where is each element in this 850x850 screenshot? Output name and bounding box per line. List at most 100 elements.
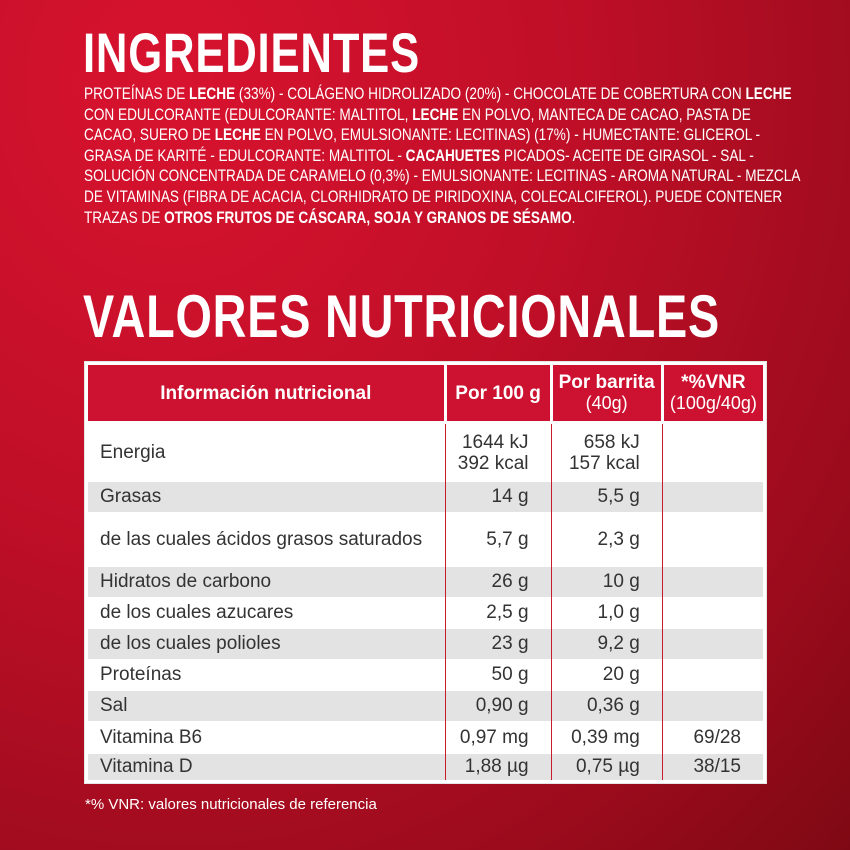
value-line: 0,75 µg bbox=[575, 756, 640, 778]
allergen: OTROS FRUTOS DE CÁSCARA, SOJA Y GRANOS D… bbox=[164, 207, 572, 227]
nutrient-value: 5,7 g bbox=[444, 511, 552, 567]
table-row: de los cuales azucares 2,5 g 1,0 g bbox=[86, 596, 766, 629]
nutrient-value: 2,3 g bbox=[550, 511, 663, 567]
nutrient-name: de los cuales azucares bbox=[86, 596, 446, 629]
vnr-value bbox=[661, 690, 766, 721]
value-line: 658 kJ bbox=[583, 431, 640, 453]
column-header: Por 100 g bbox=[443, 362, 553, 424]
value-line: 1,88 µg bbox=[464, 756, 529, 778]
nutrient-name: Vitamina D bbox=[86, 753, 446, 782]
column-header: Información nutricional bbox=[85, 362, 447, 424]
allergen: LECHE bbox=[745, 84, 792, 103]
ingredient-text: EN POLVO, MANTECA DE CACAO, PASTA DE CAC… bbox=[84, 104, 751, 145]
vnr-value bbox=[661, 422, 766, 482]
table-row: Vitamina D 1,88 µg 0,75 µg 38/15 bbox=[86, 753, 766, 782]
nutrient-name: Grasas bbox=[86, 481, 446, 512]
value-line: 2,5 g bbox=[486, 602, 529, 623]
table-row: Grasas 14 g 5,5 g bbox=[86, 481, 766, 512]
value-line: 14 g bbox=[491, 486, 529, 507]
column-header: *%VNR (100g/40g) bbox=[660, 362, 767, 424]
header-title: Por barrita bbox=[558, 372, 655, 393]
nutrient-value: 20 g bbox=[550, 658, 663, 691]
vnr-value bbox=[661, 628, 766, 659]
nutrient-value: 26 g bbox=[444, 566, 552, 597]
value-line: 0,97 mg bbox=[459, 726, 529, 748]
value-line: 5,7 g bbox=[486, 528, 529, 550]
nutrient-value: 0,75 µg bbox=[550, 753, 663, 782]
vnr-value: 38/15 bbox=[661, 753, 766, 782]
nutrition-table: Información nutricional Por 100 g Por barr… bbox=[84, 361, 767, 784]
nutrient-value: 23 g bbox=[444, 628, 552, 659]
table-row: Proteínas 50 g 20 g bbox=[86, 658, 766, 691]
vnr-value bbox=[661, 596, 766, 629]
header-subtitle: (40g) bbox=[585, 393, 628, 413]
table-row: Vitamina B6 0,97 mg 0,39 mg 69/28 bbox=[86, 720, 766, 754]
nutrient-value: 50 g bbox=[444, 658, 552, 691]
allergen: LECHE bbox=[412, 104, 459, 124]
value-line: 0,36 g bbox=[586, 695, 640, 716]
nutrient-value: 0,97 mg bbox=[444, 720, 552, 754]
table-body: Energia 1644 kJ 392 kcal 658 kJ 157 kcal Gras… bbox=[86, 422, 766, 782]
table-row: Sal 0,90 g 0,36 g bbox=[86, 690, 766, 721]
nutrient-name: Vitamina B6 bbox=[86, 720, 446, 754]
value-line: 26 g bbox=[491, 571, 529, 592]
value-line: 23 g bbox=[491, 633, 529, 654]
nutrient-value: 658 kJ 157 kcal bbox=[550, 422, 663, 482]
nutrient-value: 1,88 µg bbox=[444, 753, 552, 782]
value-line: 157 kcal bbox=[568, 452, 640, 474]
ingredients-title: INGREDIENTES bbox=[83, 21, 421, 84]
header-row: Información nutricional Por 100 g Por barr… bbox=[85, 362, 767, 424]
value-line: 0,39 mg bbox=[571, 726, 640, 748]
nutrient-value: 10 g bbox=[550, 566, 663, 597]
vnr-value: 69/28 bbox=[661, 720, 766, 754]
ingredient-text: PROTEÍNAS DE bbox=[84, 84, 190, 103]
value-line: 1644 kJ bbox=[461, 431, 529, 453]
nutrient-value: 14 g bbox=[444, 481, 552, 512]
nutrient-name: Hidratos de carbono bbox=[86, 566, 446, 597]
nutrient-name: Proteínas bbox=[86, 658, 446, 691]
value-line: 20 g bbox=[602, 664, 640, 685]
value-line: 1,0 g bbox=[597, 602, 640, 623]
vnr-value bbox=[661, 481, 766, 512]
nutrient-value: 5,5 g bbox=[550, 481, 663, 512]
ingredient-text: PICADOS- ACEITE DE GIRASOL - SAL - SOLUC… bbox=[84, 145, 800, 227]
value-line: 2,3 g bbox=[597, 528, 640, 550]
ingredients-text: PROTEÍNAS DE LECHE (33%) - COLÁGENO HIDR… bbox=[84, 84, 804, 228]
value-line: 5,5 g bbox=[597, 486, 640, 507]
header-title: Información nutricional bbox=[160, 382, 372, 404]
nutrient-name: Sal bbox=[86, 690, 446, 721]
header-title: *%VNR bbox=[681, 372, 746, 393]
ingredient-text: (33%) - COLÁGENO HIDROLIZADO (20%) - CHO… bbox=[235, 84, 746, 103]
nutrient-value: 1,0 g bbox=[550, 596, 663, 629]
table-row: Energia 1644 kJ 392 kcal 658 kJ 157 kcal bbox=[86, 422, 766, 482]
table-row: de las cuales ácidos grasos saturados 5,7… bbox=[86, 511, 766, 567]
nutrient-name: de las cuales ácidos grasos saturados bbox=[86, 511, 446, 567]
allergen: LECHE bbox=[189, 84, 236, 103]
value-line: 9,2 g bbox=[597, 633, 640, 654]
column-header: Por barrita (40g) bbox=[549, 362, 664, 424]
nutrient-value: 0,90 g bbox=[444, 690, 552, 721]
header-title: Por 100 g bbox=[455, 382, 541, 404]
nutrient-value: 9,2 g bbox=[550, 628, 663, 659]
ingredient-text: . bbox=[571, 207, 576, 227]
table-row: de los cuales polioles 23 g 9,2 g bbox=[86, 628, 766, 659]
table-row: Hidratos de carbono 26 g 10 g bbox=[86, 566, 766, 597]
footnote: *% VNR: valores nutricionales de referen… bbox=[85, 796, 377, 813]
nutrient-value: 1644 kJ 392 kcal bbox=[444, 422, 552, 482]
nutrient-value: 2,5 g bbox=[444, 596, 552, 629]
nutrient-name: Energia bbox=[86, 422, 446, 482]
nutrition-title: VALORES NUTRICIONALES bbox=[83, 283, 720, 350]
ingredient-text: CON EDULCORANTE (EDULCORANTE: MALTITOL, bbox=[84, 104, 413, 124]
value-line: 10 g bbox=[602, 571, 640, 592]
value-line: 0,90 g bbox=[475, 695, 529, 716]
nutrient-value: 0,39 mg bbox=[550, 720, 663, 754]
vnr-value bbox=[661, 658, 766, 691]
allergen: LECHE bbox=[214, 125, 261, 145]
allergen: CACAHUETES bbox=[405, 145, 501, 165]
value-line: 392 kcal bbox=[457, 452, 529, 474]
nutrient-name: de los cuales polioles bbox=[86, 628, 446, 659]
vnr-value bbox=[661, 511, 766, 567]
value-line: 50 g bbox=[491, 664, 529, 685]
